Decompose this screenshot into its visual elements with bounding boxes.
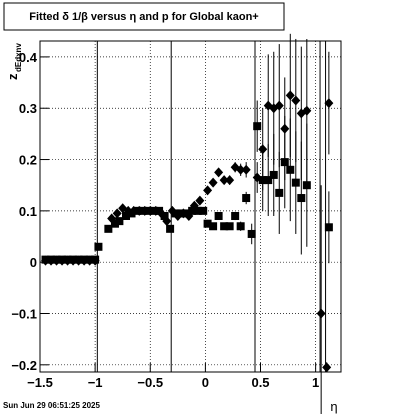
x-tick-label: 1 — [312, 375, 319, 390]
y-tick-label: −0.1 — [11, 306, 37, 321]
square-marker — [253, 122, 262, 131]
diamond-marker — [156, 208, 166, 219]
square-marker — [110, 219, 119, 228]
diamond-marker — [316, 308, 326, 319]
square-marker — [302, 181, 311, 190]
square-marker — [220, 222, 229, 231]
diamond-marker — [57, 255, 67, 266]
square-marker — [247, 229, 256, 238]
square-marker — [225, 222, 234, 231]
diamond-marker — [322, 362, 332, 373]
x-tick-label: −1 — [88, 375, 103, 390]
x-tick-label: 0.5 — [251, 375, 269, 390]
square-marker — [171, 209, 180, 218]
square-marker — [104, 224, 113, 233]
y-tick-label: 0.4 — [19, 50, 38, 65]
diamond-marker — [167, 205, 177, 216]
y-tick-label: 0.3 — [19, 101, 37, 116]
y-axis-label: z — [5, 73, 20, 80]
diamond-marker — [302, 105, 312, 116]
diamond-marker — [291, 95, 301, 106]
diamond-marker — [162, 216, 172, 227]
square-marker — [231, 211, 240, 220]
x-axis-label: η — [330, 399, 337, 414]
diamond-marker — [112, 208, 122, 219]
y-tick-label: 0 — [30, 255, 37, 270]
y-axis-label-sub: dEdxnv — [14, 43, 23, 72]
diamond-marker — [280, 123, 290, 134]
diamond-marker — [74, 255, 84, 266]
square-marker — [275, 188, 284, 197]
diamond-marker — [274, 100, 284, 111]
diamond-marker — [225, 175, 235, 186]
square-marker — [297, 194, 306, 203]
square-marker — [115, 217, 124, 226]
diamond-marker — [214, 167, 224, 178]
square-marker — [166, 224, 175, 233]
diamond-marker — [236, 164, 246, 175]
square-marker — [209, 222, 218, 231]
square-marker — [160, 211, 169, 220]
chart-title: Fitted δ 1/β versus η and p for Global k… — [29, 11, 258, 23]
square-marker — [122, 211, 130, 220]
y-axis-label-group: z dEdxnv — [5, 43, 23, 80]
diamond-marker — [52, 255, 62, 266]
diamond-marker — [208, 177, 218, 188]
square-marker — [214, 211, 223, 220]
square-marker — [264, 176, 273, 185]
diamond-marker — [219, 175, 229, 186]
diamond-marker — [145, 205, 155, 216]
diamond-marker — [195, 195, 205, 206]
diamond-marker — [129, 205, 139, 216]
square-marker — [242, 194, 251, 203]
square-marker — [203, 219, 212, 228]
diamond-marker — [140, 205, 150, 216]
x-tick-label: −0.5 — [137, 375, 163, 390]
square-marker — [199, 206, 208, 215]
diamond-marker — [324, 98, 334, 109]
diamond-marker — [285, 90, 295, 101]
diamond-marker — [85, 255, 95, 266]
diamond-marker — [79, 255, 89, 266]
square-marker — [193, 206, 202, 215]
diamond-marker — [63, 255, 73, 266]
diamond-marker — [90, 255, 100, 266]
y-tick-label: 0.1 — [19, 204, 37, 219]
square-marker — [269, 170, 278, 179]
diamond-marker — [123, 205, 133, 216]
diamond-marker — [258, 144, 268, 155]
footer: Sun Jun 29 06:51:25 2025 — [3, 401, 100, 410]
diamond-marker — [41, 255, 51, 266]
y-tick-label: 0.2 — [19, 153, 37, 168]
diamond-marker — [203, 185, 213, 196]
square-marker — [286, 165, 295, 174]
diamond-marker — [107, 213, 117, 224]
diamond-marker — [46, 255, 56, 266]
title-box — [3, 2, 285, 31]
square-marker — [127, 209, 136, 218]
diamond-marker — [184, 210, 194, 221]
square-marker — [324, 223, 333, 232]
square-marker — [188, 206, 197, 215]
x-tick-label: 0 — [202, 375, 209, 390]
y-tick-label: −0.2 — [11, 358, 37, 373]
diamond-marker — [252, 172, 262, 183]
diamond-marker — [134, 205, 144, 216]
square-marker — [236, 222, 245, 231]
diamond-marker — [241, 164, 251, 175]
square-marker — [291, 178, 300, 187]
diamond-marker — [189, 200, 199, 211]
x-tick-label: −1.5 — [27, 375, 53, 390]
square-marker — [94, 242, 103, 251]
diamond-marker — [68, 255, 78, 266]
